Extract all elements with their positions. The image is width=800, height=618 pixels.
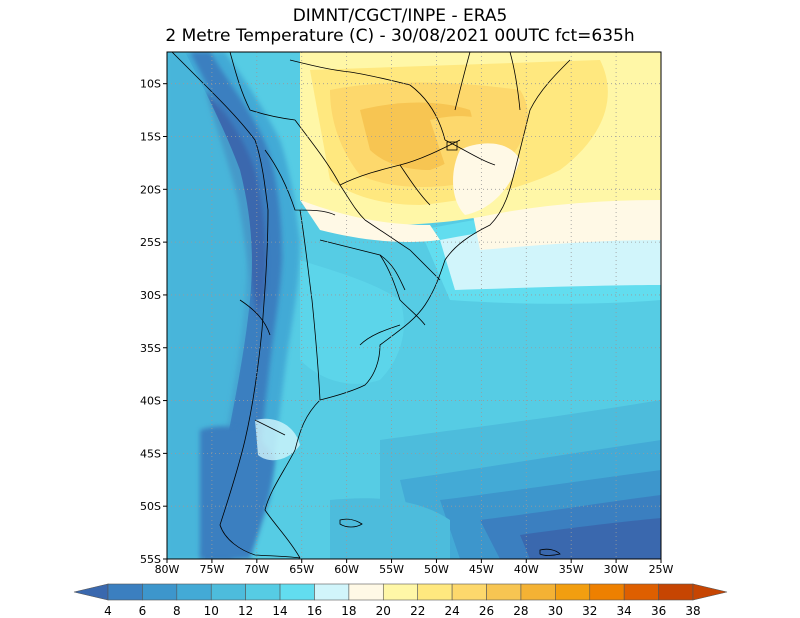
- lon-tick-label: 70W: [244, 563, 269, 576]
- colorbar-extend-high: [692, 583, 728, 601]
- title-line-1: DIMNT/CGCT/INPE - ERA5: [292, 6, 508, 26]
- lon-tick-label: 35W: [559, 563, 584, 576]
- lat-tick-label: 25S: [140, 236, 161, 249]
- lat-tick-label: 15S: [140, 131, 161, 144]
- colorbar-label: 30: [548, 604, 563, 618]
- lon-tick-label: 75W: [199, 563, 224, 576]
- colorbar-swatch: [245, 583, 281, 601]
- latitude-tick-labels: 10S 15S 20S 25S 30S 35S 40S 45S 50S 55S: [140, 78, 167, 566]
- lon-tick-label: 30W: [604, 563, 629, 576]
- colorbar-swatch: [486, 583, 522, 601]
- colorbar-label: 12: [238, 604, 253, 618]
- colorbar-swatch: [142, 583, 178, 601]
- colorbar-swatch: [417, 583, 453, 601]
- colorbar-extend-low: [73, 583, 109, 601]
- colorbar-swatch: [382, 583, 419, 601]
- colorbar-label: 10: [204, 604, 219, 618]
- colorbar-swatch: [589, 583, 625, 601]
- lon-tick-label: 65W: [289, 563, 314, 576]
- colorbar-swatch: [623, 583, 659, 601]
- colorbar-swatch: [348, 583, 384, 601]
- colorbar-label: 38: [685, 604, 700, 618]
- lat-tick-label: 40S: [140, 395, 161, 408]
- colorbar-label: 18: [341, 604, 356, 618]
- lon-tick-label: 50W: [424, 563, 449, 576]
- colorbar-label: 28: [513, 604, 528, 618]
- colorbar-label: 32: [582, 604, 597, 618]
- lon-tick-label: 40W: [514, 563, 539, 576]
- colorbar-swatch: [210, 583, 246, 601]
- colorbar-label: 16: [307, 604, 322, 618]
- lon-tick-label: 60W: [334, 563, 359, 576]
- lat-tick-label: 45S: [140, 447, 161, 460]
- lon-tick-label: 25W: [649, 563, 674, 576]
- colorbar-swatch: [107, 583, 143, 601]
- colorbar-label: 24: [444, 604, 459, 618]
- colorbar-label: 36: [651, 604, 666, 618]
- colorbar-label: 8: [173, 604, 181, 618]
- colorbar-label: 4: [104, 604, 112, 618]
- colorbar-swatch: [555, 583, 591, 601]
- colorbar-label: 22: [410, 604, 425, 618]
- colorbar-label: 26: [479, 604, 494, 618]
- colorbar-swatch: [176, 583, 212, 601]
- grid-lines: [167, 52, 661, 559]
- lat-tick-label: 10S: [140, 78, 161, 91]
- colorbar: 4 6 8 10 12 14 16 18 20 22 24 26 28 30 32 34 36 38: [73, 583, 728, 618]
- lat-tick-label: 30S: [140, 289, 161, 302]
- colorbar-label: 20: [376, 604, 391, 618]
- colorbar-swatch: [279, 583, 315, 601]
- colorbar-swatch: [451, 583, 487, 601]
- colorbar-swatch: [520, 583, 556, 601]
- colorbar-swatch: [314, 583, 350, 601]
- colorbar-label: 34: [617, 604, 632, 618]
- lon-tick-label: 80W: [155, 563, 180, 576]
- map-frame: [166, 51, 662, 560]
- coastlines-borders: [171, 52, 571, 559]
- lat-tick-label: 55S: [140, 553, 161, 566]
- lat-tick-label: 50S: [140, 500, 161, 513]
- colorbar-label: 14: [272, 604, 287, 618]
- lat-tick-label: 35S: [140, 342, 161, 355]
- title-line-2: 2 Metre Temperature (C) - 30/08/2021 00U…: [165, 26, 635, 46]
- colorbar-label: 6: [139, 604, 147, 618]
- colorbar-swatch: [658, 583, 694, 601]
- lat-tick-label: 20S: [140, 183, 161, 196]
- lon-tick-label: 55W: [379, 563, 404, 576]
- lon-tick-label: 45W: [469, 563, 494, 576]
- temperature-field: [167, 52, 661, 559]
- longitude-tick-labels: 80W 75W 70W 65W 60W 55W 50W 45W 40W 35W 30W 25W: [155, 559, 674, 576]
